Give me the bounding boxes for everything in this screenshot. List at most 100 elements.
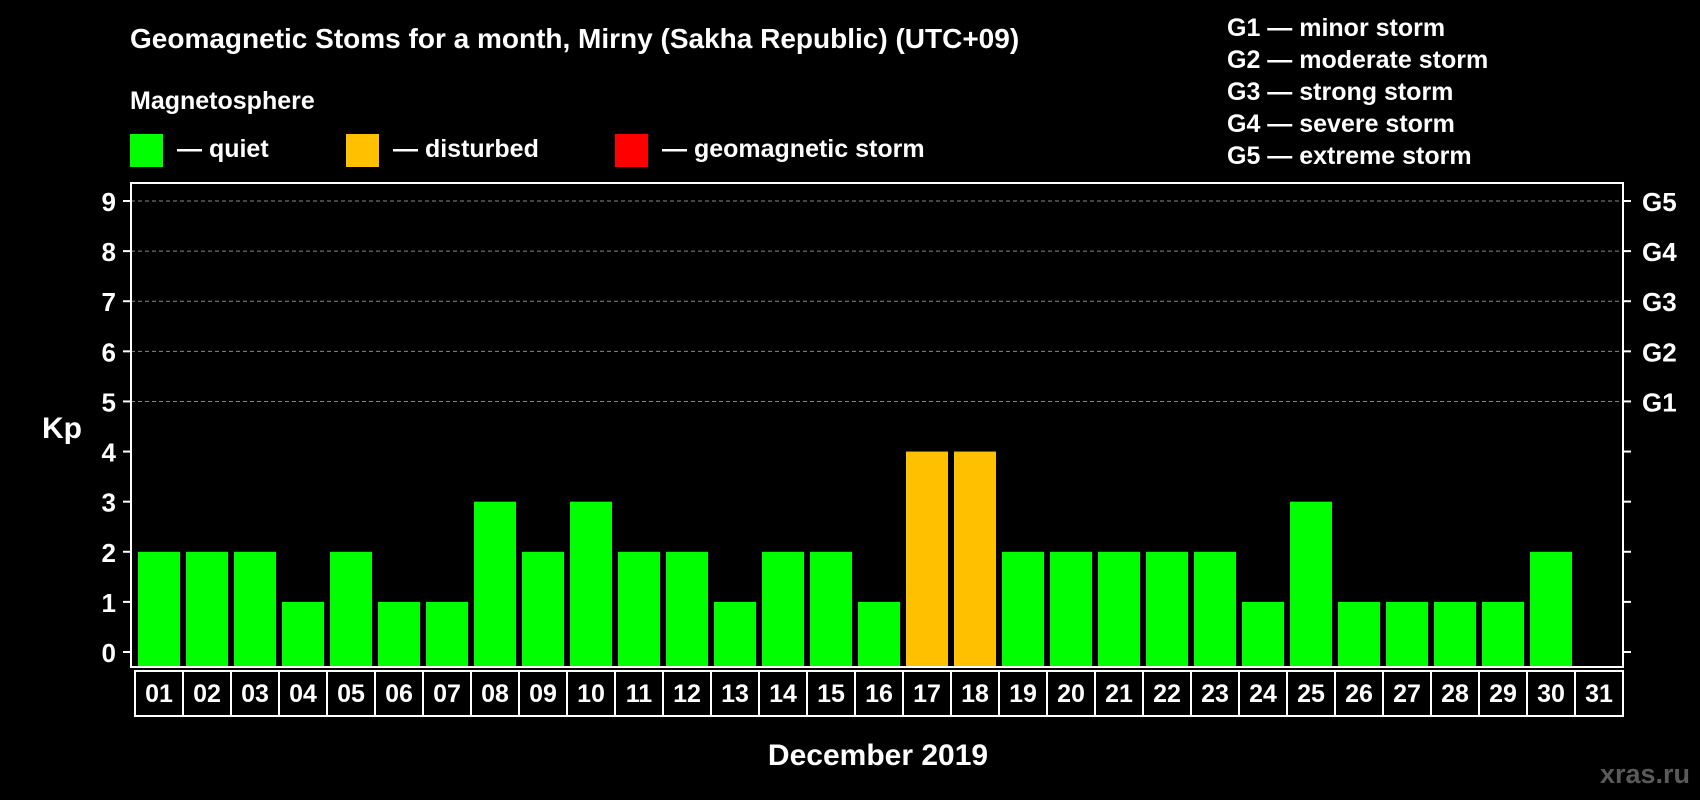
x-tick-label-18: 18 [961,680,989,708]
bar-day-12 [666,551,708,668]
y-tick-label-2: 2 [102,538,116,568]
bar-day-11 [618,551,660,668]
y-tick-label-1: 1 [102,588,116,618]
x-tick-label-13: 13 [721,680,749,708]
chart-title: Geomagnetic Stoms for a month, Mirny (Sa… [130,23,1019,54]
bar-day-09 [522,551,564,668]
x-tick-label-03: 03 [241,680,269,708]
storm-level-g5: G5 — extreme storm [1227,142,1472,170]
bar-day-01 [138,551,180,668]
bar-day-10 [570,501,612,668]
x-tick-label-23: 23 [1201,680,1229,708]
y-tick-label-3: 3 [102,488,116,518]
bar-day-07 [426,601,468,668]
y-tick-label-0: 0 [102,638,116,668]
y-tick-label-8: 8 [102,237,116,267]
y-tick-label-6: 6 [102,337,116,367]
legend-label-quiet: — quiet [177,135,269,163]
x-tick-label-26: 26 [1345,680,1373,708]
x-tick-label-27: 27 [1393,680,1421,708]
gridlines [131,200,1623,402]
legend-swatch-storm [615,134,648,167]
x-tick-label-28: 28 [1441,680,1469,708]
right-tick-label-G2: G2 [1642,337,1677,367]
storm-level-g2: G2 — moderate storm [1227,46,1488,74]
bar-day-22 [1146,551,1188,668]
y-axis-left: 0 1 2 3 4 5 6 7 8 9 [102,187,131,668]
x-tick-label-25: 25 [1297,680,1325,708]
status-legend: — quiet — disturbed — geomagnetic storm [130,134,925,167]
storm-level-g4: G4 — severe storm [1227,110,1455,138]
bar-day-02 [186,551,228,668]
x-tick-label-24: 24 [1249,680,1277,708]
bar-day-23 [1194,551,1236,668]
bar-day-17 [906,451,948,668]
watermark: xras.ru [1600,759,1690,789]
x-tick-label-21: 21 [1105,680,1133,708]
y-tick-label-5: 5 [102,387,116,417]
bar-day-08 [474,501,516,668]
bar-day-30 [1530,551,1572,668]
bar-day-26 [1338,601,1380,668]
bar-day-21 [1098,551,1140,668]
magnetosphere-heading: Magnetosphere [130,87,315,115]
bar-day-13 [714,601,756,668]
bar-day-28 [1434,601,1476,668]
x-tick-label-20: 20 [1057,680,1085,708]
y-axis-right: G1 G2 G3 G4 G5 [1623,187,1677,653]
right-tick-label-G4: G4 [1642,237,1677,267]
x-tick-label-17: 17 [913,680,941,708]
x-tick-label-10: 10 [577,680,605,708]
bar-day-03 [234,551,276,668]
bars [138,451,1572,668]
x-tick-label-04: 04 [289,680,317,708]
x-tick-label-30: 30 [1537,680,1565,708]
x-tick-label-14: 14 [769,680,797,708]
x-tick-label-08: 08 [481,680,509,708]
bar-day-06 [378,601,420,668]
storm-level-g3: G3 — strong storm [1227,78,1453,106]
x-tick-label-05: 05 [337,680,365,708]
legend-swatch-disturbed [346,134,379,167]
plot-frame [130,182,1624,668]
right-tick-label-G3: G3 [1642,287,1677,317]
legend-label-disturbed: — disturbed [393,135,539,163]
bar-day-14 [762,551,804,668]
x-tick-label-16: 16 [865,680,893,708]
x-tick-label-31: 31 [1585,680,1613,708]
x-tick-label-11: 11 [626,680,653,708]
x-axis-day-cells: 01 02 03 04 05 06 07 08 09 10 11 12 13 14 15 16 17 18 19 20… [134,670,1624,717]
x-tick-label-22: 22 [1153,680,1181,708]
x-tick-label-29: 29 [1489,680,1517,708]
x-tick-label-07: 07 [433,680,461,708]
bar-day-05 [330,551,372,668]
right-tick-label-G1: G1 [1642,387,1677,417]
bar-day-29 [1482,601,1524,668]
legend-label-storm: — geomagnetic storm [662,135,925,163]
y-tick-label-9: 9 [102,187,116,217]
x-tick-label-15: 15 [817,680,845,708]
x-tick-label-02: 02 [193,680,221,708]
bar-day-27 [1386,601,1428,668]
x-axis-label: December 2019 [768,739,988,772]
right-tick-label-G5: G5 [1642,187,1677,217]
x-tick-label-01: 01 [145,680,173,708]
y-tick-label-7: 7 [102,287,116,317]
y-axis-label: Kp [42,412,82,445]
x-axis-cell-frame [134,670,1624,717]
bar-day-25 [1290,501,1332,668]
x-tick-label-06: 06 [385,680,413,708]
x-tick-label-19: 19 [1009,680,1037,708]
bar-day-16 [858,601,900,668]
bar-day-18 [954,451,996,668]
bar-day-15 [810,551,852,668]
bar-day-19 [1002,551,1044,668]
bar-day-04 [282,601,324,668]
storm-level-legend: G1 — minor storm G2 — moderate storm G3 … [1227,14,1488,170]
bar-day-20 [1050,551,1092,668]
storm-level-g1: G1 — minor storm [1227,14,1445,42]
bar-day-24 [1242,601,1284,668]
legend-swatch-quiet [130,134,163,167]
x-tick-label-12: 12 [673,680,701,708]
